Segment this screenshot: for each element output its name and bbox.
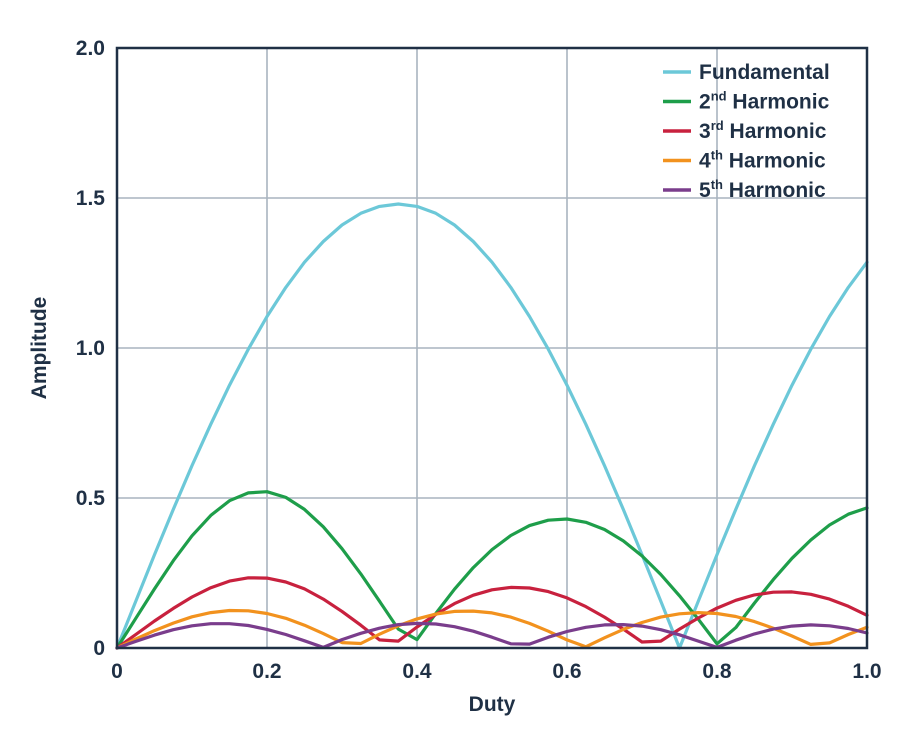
x-tick-label-2: 0.4 <box>402 660 432 683</box>
legend-label-4: 4th Harmonic <box>699 148 826 173</box>
y-tick-label-2: 1.0 <box>76 337 105 360</box>
series-line-5 <box>115 621 869 650</box>
series-line-1 <box>115 202 869 650</box>
x-tick-label-4: 0.8 <box>702 660 732 683</box>
y-tick-label-1: 0.5 <box>76 487 106 510</box>
series-line-3 <box>115 576 869 650</box>
y-tick-label-3: 1.5 <box>76 187 106 210</box>
legend-label-3: 3rd Harmonic <box>699 118 827 143</box>
x-tick-label-1: 0.2 <box>252 660 281 683</box>
legend-label-5: 5th Harmonic <box>699 177 826 202</box>
grid-lines <box>117 48 867 648</box>
x-tick-label-0: 0 <box>111 660 123 683</box>
y-tick-label-4: 2.0 <box>76 37 105 60</box>
x-axis-label: Duty <box>469 693 516 716</box>
y-tick-label-0: 0 <box>93 637 105 660</box>
plot-frame <box>115 46 869 650</box>
y-axis-label: Amplitude <box>28 297 51 400</box>
series-line-4 <box>115 608 869 650</box>
legend-label-1: Fundamental <box>699 61 830 84</box>
x-tick-label-5: 1.0 <box>852 660 881 683</box>
x-axis-ticks: 0 0.2 0.4 0.6 0.8 1.0 <box>111 660 881 683</box>
x-tick-label-3: 0.6 <box>552 660 581 683</box>
y-axis-ticks: 0 0.5 1.0 1.5 2.0 <box>76 37 106 660</box>
legend: Fundamental 2nd Harmonic 3rd Harmonic 4th H… <box>663 61 830 202</box>
legend-label-2: 2nd Harmonic <box>699 89 830 114</box>
series-lines <box>115 202 869 650</box>
